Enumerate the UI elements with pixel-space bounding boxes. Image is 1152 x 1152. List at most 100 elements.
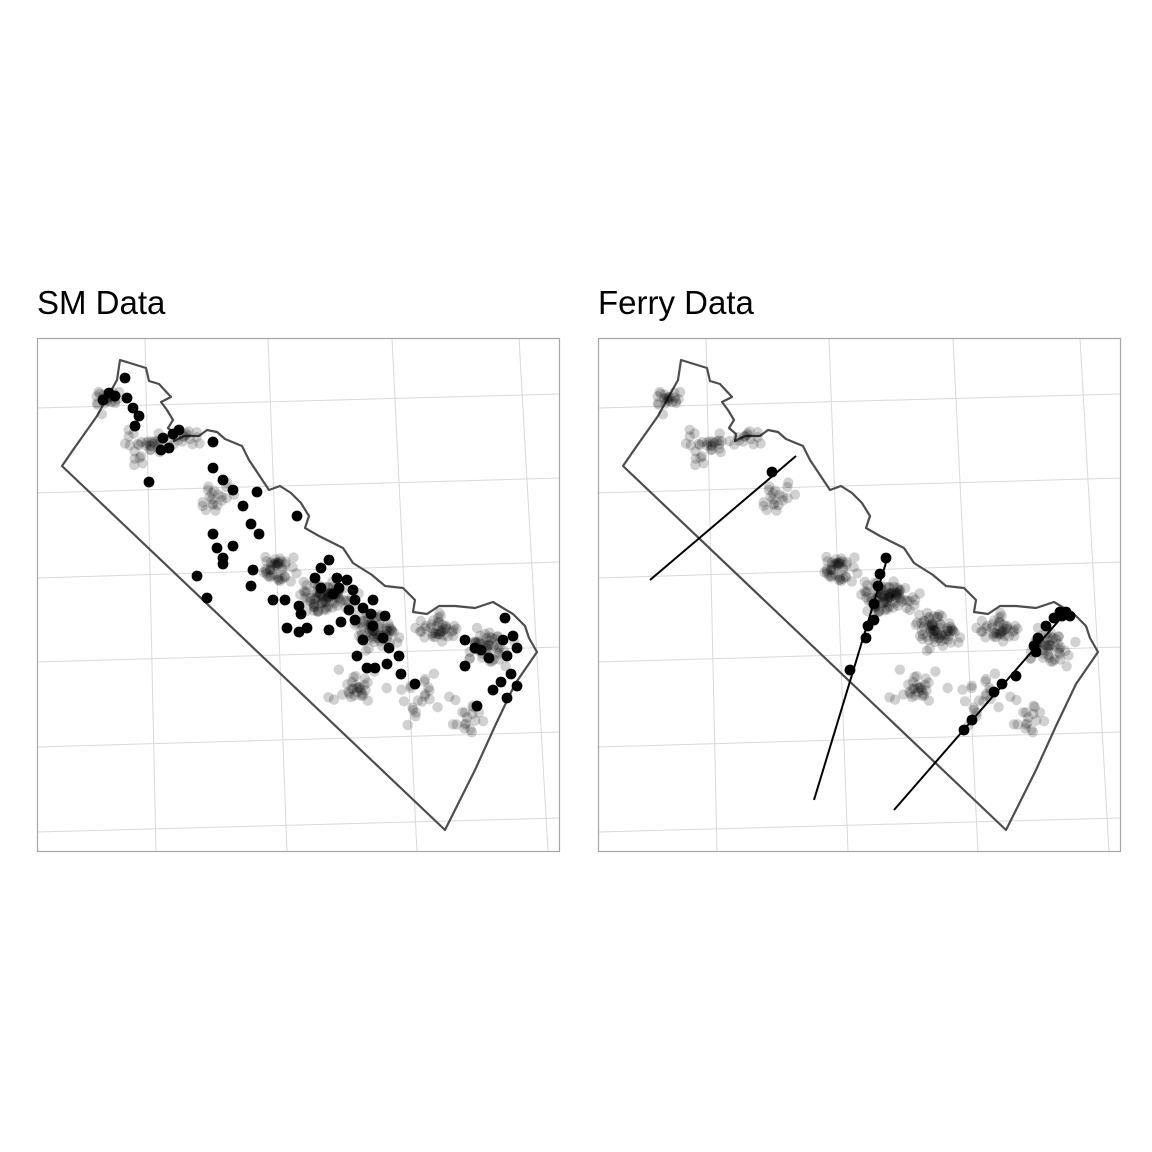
site-point-faded xyxy=(327,602,338,613)
site-point-faded xyxy=(493,643,504,655)
site-point-faded xyxy=(702,437,713,448)
site-point-faded xyxy=(821,564,832,575)
site-point-faded xyxy=(183,426,194,437)
site-point-faded xyxy=(432,702,443,713)
site-point-faded xyxy=(301,580,312,591)
site-point-faded xyxy=(819,567,830,578)
site-point-selected xyxy=(383,642,395,654)
site-point-faded xyxy=(1002,623,1013,634)
site-point-faded xyxy=(884,589,895,600)
site-point-faded xyxy=(216,495,227,506)
site-point-selected xyxy=(1032,632,1044,644)
site-point-faded xyxy=(999,630,1010,641)
site-point-faded xyxy=(320,602,331,613)
site-point-faded xyxy=(680,438,692,449)
site-point-faded xyxy=(874,591,886,602)
site-point-faded xyxy=(328,694,340,705)
site-point-faded xyxy=(318,598,330,609)
site-point-faded xyxy=(912,686,924,698)
site-point-faded xyxy=(438,630,449,641)
site-point-faded xyxy=(669,387,680,398)
site-point-faded xyxy=(966,682,977,694)
site-point-faded xyxy=(356,690,367,701)
site-point-faded xyxy=(916,617,927,629)
site-point-faded xyxy=(944,618,955,629)
site-point-faded xyxy=(782,493,793,504)
parallel-line-ferry xyxy=(598,731,1121,748)
site-point-faded xyxy=(355,625,366,636)
site-point-faded xyxy=(991,628,1002,639)
site-point-faded xyxy=(299,587,311,598)
map-panel-ferry xyxy=(597,337,1122,853)
site-point-faded xyxy=(829,558,840,570)
site-point-faded xyxy=(988,631,1000,642)
site-point-faded xyxy=(706,444,718,455)
site-point-faded xyxy=(995,629,1007,640)
ferry-track-line xyxy=(813,555,889,801)
site-point-faded xyxy=(450,694,461,706)
site-point-faded xyxy=(694,440,706,451)
site-point-faded xyxy=(877,598,889,609)
site-point-faded xyxy=(761,504,773,516)
site-point-faded xyxy=(919,690,930,701)
site-point-selected xyxy=(245,518,257,530)
site-point-faded xyxy=(484,639,495,651)
site-point-faded xyxy=(350,671,361,682)
site-point-faded xyxy=(893,584,904,595)
site-point-faded xyxy=(977,626,988,637)
site-point-selected xyxy=(323,624,335,636)
site-point-selected xyxy=(295,608,307,620)
site-point-faded xyxy=(1045,639,1056,651)
site-point-faded xyxy=(916,625,927,636)
site-point-selected xyxy=(293,626,305,638)
site-point-faded xyxy=(312,606,323,617)
site-point-faded xyxy=(1040,640,1052,651)
panel-title-ferry: Ferry Data xyxy=(598,284,754,321)
site-point-faded xyxy=(415,615,426,627)
site-point-selected xyxy=(501,692,513,704)
site-point-selected xyxy=(335,616,347,628)
site-point-faded xyxy=(202,484,214,496)
site-point-faded xyxy=(310,592,321,603)
site-point-faded xyxy=(427,629,438,640)
site-point-selected xyxy=(966,714,978,726)
site-point-faded xyxy=(484,627,495,638)
parallel-line-sm xyxy=(37,477,560,494)
site-point-selected xyxy=(483,652,495,664)
site-point-faded xyxy=(921,607,933,619)
site-point-faded xyxy=(924,620,935,631)
site-point-faded xyxy=(996,611,1007,622)
site-point-faded xyxy=(890,598,901,609)
site-point-faded xyxy=(145,444,157,455)
site-point-faded xyxy=(670,395,681,406)
site-point-faded xyxy=(221,493,232,504)
site-point-faded xyxy=(136,436,147,448)
site-point-faded xyxy=(826,557,838,568)
site-point-faded xyxy=(707,440,718,452)
site-point-faded xyxy=(833,574,845,586)
site-point-faded xyxy=(1020,707,1032,718)
site-point-faded xyxy=(206,494,218,505)
site-point-faded xyxy=(832,558,844,569)
site-point-faded xyxy=(834,556,845,567)
site-point-faded xyxy=(852,568,863,579)
site-point-faded xyxy=(322,601,334,612)
site-point-faded xyxy=(432,617,444,628)
site-point-faded xyxy=(351,680,362,691)
site-point-faded xyxy=(423,682,434,693)
site-point-faded xyxy=(914,630,926,642)
site-point-faded xyxy=(716,436,727,447)
site-point-faded xyxy=(935,619,946,630)
site-point-selected xyxy=(381,658,393,670)
site-point-faded xyxy=(690,453,701,464)
site-point-faded xyxy=(892,600,904,611)
site-point-faded xyxy=(998,619,1009,631)
site-point-faded xyxy=(714,428,725,439)
site-point-faded xyxy=(1044,640,1055,651)
site-point-faded xyxy=(132,438,143,449)
parallel-line-ferry xyxy=(598,338,625,339)
site-point-faded xyxy=(280,559,291,570)
site-point-faded xyxy=(96,409,108,420)
site-point-faded xyxy=(943,631,954,642)
site-point-faded xyxy=(119,438,131,449)
